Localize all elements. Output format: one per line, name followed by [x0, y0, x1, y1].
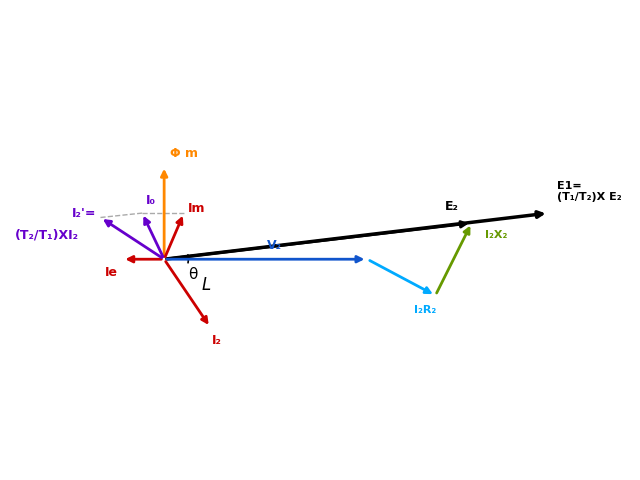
Text: θ: θ [188, 267, 197, 282]
Text: L: L [201, 276, 211, 294]
Text: I₀: I₀ [146, 193, 156, 206]
Text: E₂: E₂ [445, 200, 458, 213]
Text: Im: Im [188, 202, 206, 215]
Text: V₂: V₂ [266, 239, 282, 252]
Text: I₂'=: I₂'= [72, 206, 96, 219]
Text: E1=
(T₁/T₂)X E₂: E1= (T₁/T₂)X E₂ [557, 180, 622, 202]
Text: Φ m: Φ m [170, 147, 198, 160]
Text: I₂X₂: I₂X₂ [485, 230, 507, 240]
Text: Ie: Ie [105, 266, 118, 279]
Text: I₂R₂: I₂R₂ [414, 305, 436, 315]
Text: (T₂/T₁)XI₂: (T₂/T₁)XI₂ [15, 228, 79, 241]
Text: I₂: I₂ [212, 334, 222, 347]
